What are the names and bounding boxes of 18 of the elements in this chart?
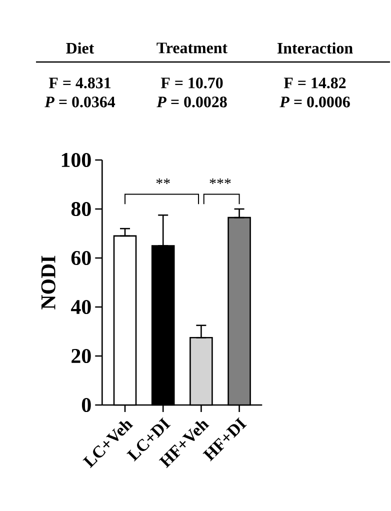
y-axis-title: NODI (41, 256, 56, 310)
text: P = 0.0364 (44, 96, 116, 108)
text: Interaction (277, 42, 353, 54)
text: P = 0.0006 (280, 96, 350, 108)
text: P = 0.0028 (156, 96, 227, 108)
annotation: ** (156, 178, 170, 184)
annotation: *** (210, 178, 231, 184)
y-tick-label: 0 (82, 398, 91, 412)
text: F = 4.831 (48, 78, 111, 88)
y-tick-label: 80 (71, 202, 91, 216)
text: F = 10.70 (160, 78, 223, 88)
y-tick-label: 20 (72, 348, 91, 364)
y-tick-label: 60 (71, 250, 91, 266)
text: Treatment (156, 42, 228, 54)
text: Diet (66, 42, 94, 54)
y-tick-label: 100 (62, 152, 91, 168)
text: F = 14.82 (284, 78, 346, 88)
y-tick-label: 40 (70, 300, 91, 314)
